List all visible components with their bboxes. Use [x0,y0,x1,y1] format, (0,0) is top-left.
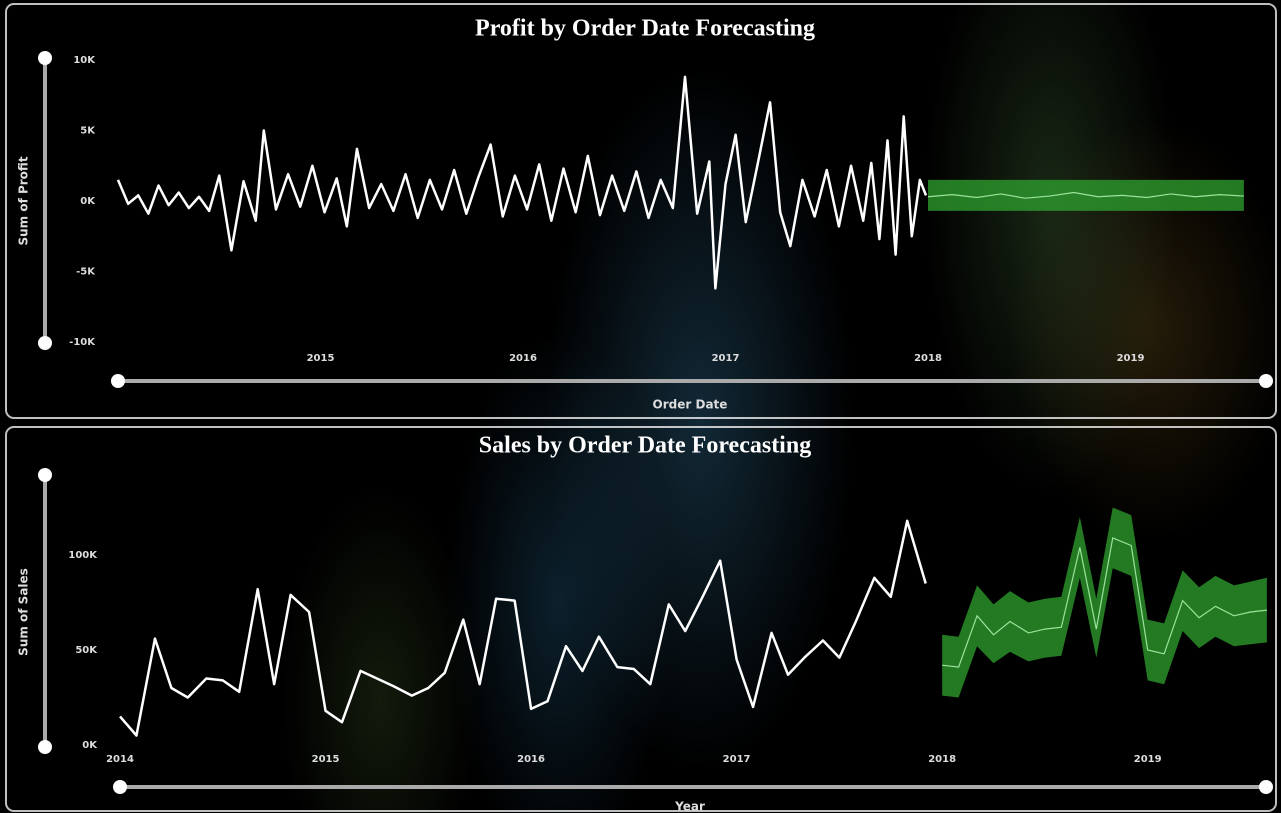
chart-title: Profit by Order Date Forecasting [475,16,815,42]
y-axis-title: Sum of Profit [17,156,31,245]
y-tick-label: 0K [80,196,96,207]
x-tick-label: 2017 [723,754,751,765]
actual-line [119,519,927,737]
y-slider[interactable] [38,468,52,754]
actual-line [116,75,928,290]
x-axis-title: Order Date [653,398,728,412]
x-tick-label: 2018 [914,353,942,364]
x-slider[interactable] [113,780,1273,794]
x-axis-title: Year [674,800,705,813]
y-tick-label: -5K [76,267,96,278]
y-slider[interactable] [38,51,52,350]
x-tick-label: 2016 [509,353,537,364]
x-tick-label: 2019 [1134,754,1162,765]
y-tick-label: 100K [68,550,98,561]
x-tick-label: 2017 [712,353,740,364]
y-tick-label: 10K [73,55,96,66]
x-tick-label: 2014 [106,754,134,765]
forecast-line [927,191,1244,199]
forecast-band [928,179,1244,211]
x-slider[interactable] [111,374,1273,388]
x-tick-label: 2018 [928,754,956,765]
x-tick-label: 2015 [312,754,340,765]
panel [5,3,1277,419]
y-tick-label: 0K [82,740,98,751]
y-tick-label: -10K [69,337,96,348]
x-tick-label: 2016 [517,754,545,765]
panel [5,426,1277,812]
chart-title: Sales by Order Date Forecasting [479,433,811,459]
x-tick-label: 2015 [307,353,335,364]
y-tick-label: 5K [80,126,96,137]
y-axis-title: Sum of Sales [17,568,31,656]
x-tick-label: 2019 [1117,353,1145,364]
y-tick-label: 50K [75,645,98,656]
forecast-line [942,537,1267,668]
forecast-band [942,507,1267,698]
